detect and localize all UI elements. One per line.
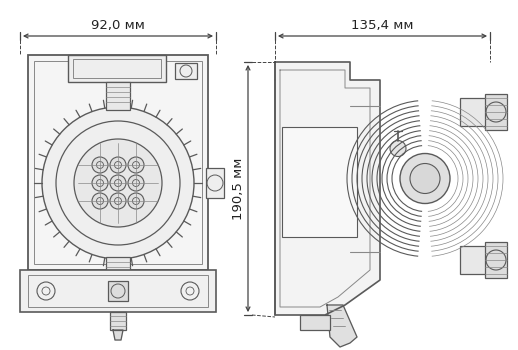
Circle shape xyxy=(410,163,440,194)
Circle shape xyxy=(110,193,126,209)
Bar xyxy=(460,98,498,126)
Bar xyxy=(175,63,197,79)
Bar xyxy=(460,246,498,274)
Bar xyxy=(300,315,330,330)
Bar xyxy=(106,257,130,285)
Bar xyxy=(28,55,208,270)
Circle shape xyxy=(128,175,144,191)
Bar xyxy=(206,168,224,198)
Text: 135,4 мм: 135,4 мм xyxy=(351,19,414,32)
Polygon shape xyxy=(113,330,123,340)
Polygon shape xyxy=(275,62,380,315)
Bar xyxy=(28,275,208,307)
Text: 190,5 мм: 190,5 мм xyxy=(232,157,245,220)
Bar xyxy=(282,127,357,237)
Text: 92,0 мм: 92,0 мм xyxy=(91,19,145,32)
Circle shape xyxy=(92,175,108,191)
Circle shape xyxy=(74,139,162,227)
Circle shape xyxy=(42,107,194,259)
Bar xyxy=(20,270,216,312)
Bar xyxy=(34,61,202,264)
Bar xyxy=(110,312,126,330)
Bar xyxy=(68,55,166,82)
Bar xyxy=(485,94,507,130)
Bar xyxy=(108,281,128,301)
Circle shape xyxy=(92,193,108,209)
Bar xyxy=(485,242,507,278)
Bar xyxy=(73,59,161,78)
Circle shape xyxy=(110,175,126,191)
Circle shape xyxy=(92,157,108,173)
Bar xyxy=(106,82,130,110)
Polygon shape xyxy=(327,305,357,347)
Circle shape xyxy=(128,157,144,173)
Circle shape xyxy=(128,193,144,209)
Circle shape xyxy=(390,140,406,156)
Circle shape xyxy=(110,157,126,173)
Circle shape xyxy=(400,154,450,203)
